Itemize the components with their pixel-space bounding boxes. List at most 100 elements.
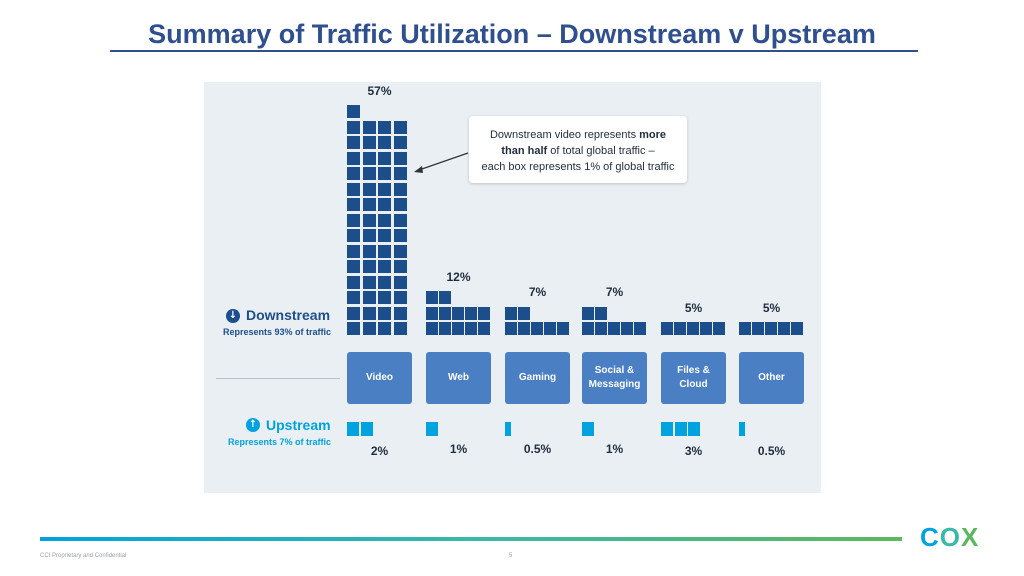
downstream-box — [393, 167, 407, 180]
downstream-box — [465, 322, 477, 335]
downstream-box — [608, 322, 620, 335]
downstream-box — [393, 275, 407, 289]
downstream-box — [505, 322, 517, 335]
downstream-box — [478, 322, 490, 335]
legend-upstream-subtitle: Represents 7% of traffic — [228, 437, 332, 447]
downstream-box — [478, 306, 490, 320]
legend-upstream-title: Upstream — [266, 417, 331, 433]
arrow-down-icon: ↓ — [226, 309, 240, 323]
downstream-box — [362, 198, 376, 211]
category-box: Social & Messaging — [582, 352, 647, 404]
downstream-box — [595, 322, 607, 335]
downstream-box — [378, 260, 391, 273]
downstream-box — [378, 198, 391, 211]
upstream-value-label: 0.5% — [523, 442, 552, 456]
downstream-box — [393, 260, 407, 273]
downstream-box — [347, 198, 360, 211]
downstream-box — [544, 322, 556, 335]
callout-box: Downstream video represents more than ha… — [469, 116, 687, 183]
callout-bold-1: more — [639, 129, 667, 141]
category-box: Gaming — [505, 352, 570, 404]
callout-text-3: each box represents 1% of global traffic — [481, 161, 675, 173]
downstream-box — [687, 322, 699, 335]
downstream-value-label: 5% — [762, 300, 781, 315]
upstream-box — [582, 422, 594, 436]
downstream-box — [557, 322, 569, 335]
upstream-box — [360, 422, 373, 436]
downstream-value-label: 7% — [605, 285, 624, 299]
downstream-box — [362, 291, 376, 304]
legend-separator — [216, 378, 340, 379]
callout-text-2: of total global traffic – — [547, 145, 655, 157]
downstream-box — [582, 322, 594, 335]
downstream-box — [426, 306, 438, 320]
downstream-box — [582, 306, 594, 320]
legend-downstream-subtitle: Represents 93% of traffic — [223, 327, 332, 337]
upstream-box — [426, 422, 438, 436]
upstream-box — [688, 422, 700, 436]
downstream-box — [362, 275, 376, 289]
downstream-box — [362, 260, 376, 273]
category-box: Web — [426, 352, 491, 404]
downstream-box — [378, 275, 391, 289]
downstream-box — [674, 322, 686, 335]
downstream-box — [393, 213, 407, 227]
upstream-value-label: 0.5% — [757, 444, 786, 458]
downstream-box — [765, 322, 777, 335]
upstream-box — [347, 422, 359, 436]
footer-gradient-bar — [40, 537, 902, 541]
downstream-box — [505, 306, 517, 320]
downstream-box — [439, 291, 451, 304]
downstream-box — [347, 136, 360, 149]
downstream-box — [378, 151, 391, 165]
downstream-box — [518, 306, 530, 320]
downstream-box — [378, 120, 391, 134]
downstream-box — [362, 322, 376, 335]
downstream-box — [362, 213, 376, 227]
downstream-box — [347, 213, 360, 227]
upstream-value-label: 1% — [605, 442, 624, 456]
category-box: Video — [347, 352, 412, 404]
downstream-box — [362, 306, 376, 320]
downstream-box — [347, 306, 360, 320]
downstream-box — [362, 244, 376, 258]
downstream-box — [347, 167, 360, 180]
downstream-box — [393, 198, 407, 211]
downstream-box — [347, 275, 360, 289]
downstream-box — [362, 151, 376, 165]
downstream-box — [393, 120, 407, 134]
downstream-box — [378, 244, 391, 258]
category-box: Files & Cloud — [661, 352, 726, 404]
downstream-box — [634, 322, 646, 335]
downstream-box — [378, 136, 391, 149]
downstream-box — [378, 182, 391, 196]
downstream-box — [378, 229, 391, 242]
downstream-box — [347, 120, 360, 134]
downstream-box — [426, 322, 438, 335]
downstream-box — [426, 291, 438, 304]
downstream-box — [362, 167, 376, 180]
downstream-box — [531, 322, 543, 335]
downstream-box — [393, 229, 407, 242]
callout-text-1: Downstream video represents — [489, 129, 640, 141]
downstream-box — [393, 322, 407, 335]
page-number: 5 — [509, 553, 513, 559]
downstream-box — [378, 306, 391, 320]
downstream-box — [362, 136, 376, 149]
downstream-box — [661, 322, 673, 335]
downstream-box — [393, 306, 407, 320]
downstream-box — [452, 322, 464, 335]
downstream-box — [778, 322, 790, 335]
downstream-box — [452, 306, 464, 320]
downstream-box — [378, 167, 391, 180]
slide-title: Summary of Traffic Utilization – Downstr… — [148, 19, 876, 49]
downstream-box — [347, 244, 360, 258]
downstream-box — [752, 322, 764, 335]
downstream-box — [518, 322, 530, 335]
downstream-box — [347, 322, 360, 335]
downstream-box — [347, 229, 360, 242]
downstream-box — [362, 120, 376, 134]
downstream-box — [595, 306, 607, 320]
category-box: Other — [739, 352, 804, 404]
downstream-box — [378, 291, 391, 304]
